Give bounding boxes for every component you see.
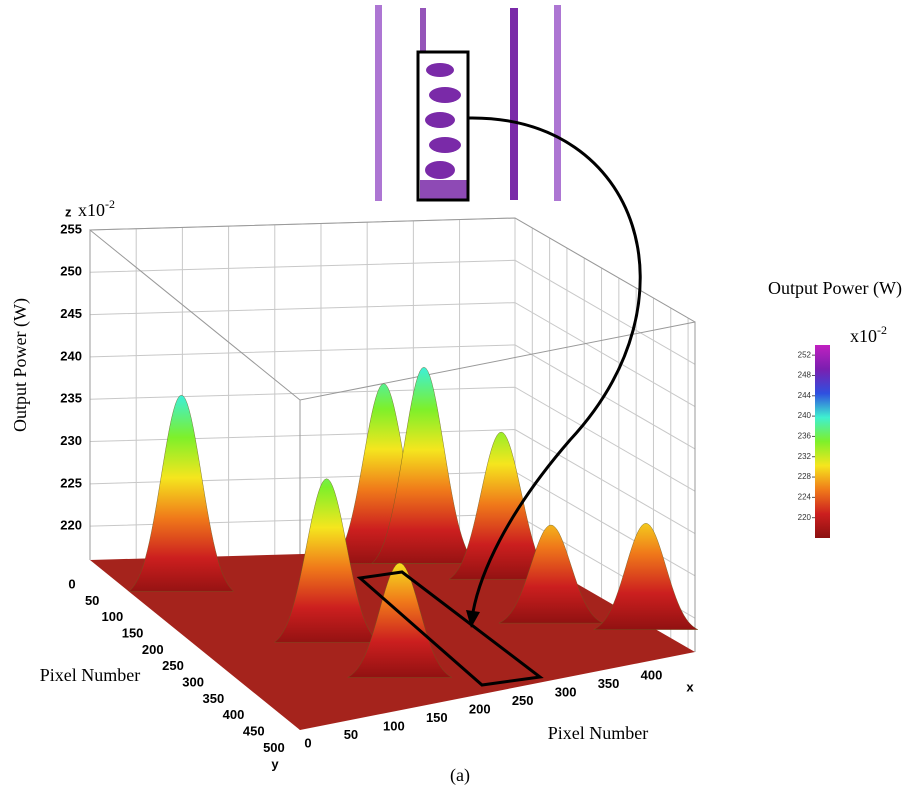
y-tick-label: 0 — [68, 576, 75, 591]
multiplier-base: x10 — [78, 200, 105, 220]
y-tick-label: 200 — [142, 642, 164, 657]
inset-blob — [429, 137, 461, 153]
colorbar-tick-label: 220 — [798, 513, 812, 522]
inset-band — [554, 5, 561, 201]
inset-blob — [425, 161, 455, 179]
colorbar-tick-label: 252 — [798, 350, 812, 359]
inset-blob — [426, 63, 454, 77]
colorbar-title: Output Power (W) — [768, 278, 902, 299]
y-axis-label: Pixel Number — [40, 665, 141, 685]
inset-band — [420, 8, 426, 53]
x-tick-label: 150 — [426, 710, 448, 725]
y-tick-label: 450 — [243, 724, 265, 739]
x-tick-label: 200 — [469, 702, 491, 717]
z-tick-label: 220 — [60, 518, 82, 533]
z-tick-label: 225 — [60, 475, 82, 490]
colorbar-bar — [815, 345, 830, 538]
y-tick-label: 250 — [162, 658, 184, 673]
y-tick-label: 400 — [223, 707, 245, 722]
colorbar-tick-label: 244 — [798, 391, 812, 400]
z-tick-label: 230 — [60, 433, 82, 448]
y-tick-label: 500 — [263, 740, 285, 755]
x-tick-label: 100 — [383, 718, 405, 733]
y-tick-label: 100 — [102, 609, 124, 624]
y-tick-label: 50 — [85, 593, 99, 608]
x-tick-label: 0 — [304, 735, 311, 750]
multiplier-exponent: -2 — [877, 323, 887, 337]
z-tick-label: 245 — [60, 306, 82, 321]
colorbar-tick-label: 236 — [798, 432, 812, 441]
inset-band — [510, 8, 518, 200]
x-tick-label: 250 — [512, 693, 534, 708]
x-axis-label: Pixel Number — [548, 723, 649, 743]
colorbar: 220 224 228 232 236 240 244 248 252 — [798, 345, 830, 538]
caption: (a) — [450, 765, 470, 786]
z-tick-label: 250 — [60, 264, 82, 279]
surface-peak — [594, 523, 698, 629]
z-multiplier: x10-2 — [78, 197, 115, 220]
multiplier-exponent: -2 — [105, 197, 115, 211]
x-tick-label: 350 — [598, 676, 620, 691]
y-tick-label: 150 — [122, 625, 144, 640]
multiplier-base: x10 — [850, 326, 877, 346]
inset-band — [375, 5, 382, 201]
surface-peak — [129, 395, 233, 591]
y-tick-label: 300 — [182, 675, 204, 690]
z-tick-label: 255 — [60, 221, 82, 236]
colorbar-tick-label: 224 — [798, 492, 812, 501]
colorbar-tick-label: 228 — [798, 472, 812, 481]
z-axis-label: Output Power (W) — [10, 298, 31, 432]
z-tick-label: 240 — [60, 348, 82, 363]
x-tick-label: 50 — [344, 727, 358, 742]
x-tick-label: 300 — [555, 685, 577, 700]
inset-blob — [429, 87, 461, 103]
inset-image — [375, 5, 561, 201]
x-tick-label: 400 — [641, 668, 663, 683]
figure: 2202252302352402452502550501001502002503… — [0, 0, 917, 791]
inset-blob — [425, 112, 455, 128]
y-name: y — [271, 756, 279, 771]
colorbar-tick-label: 240 — [798, 411, 812, 420]
z-tick-label: 235 — [60, 391, 82, 406]
z-name: z — [65, 204, 72, 219]
colorbar-tick-label: 232 — [798, 452, 812, 461]
y-tick-label: 350 — [202, 691, 224, 706]
x-name: x — [686, 679, 694, 694]
inset-blob — [420, 180, 468, 200]
colorbar-multiplier: x10-2 — [850, 323, 887, 346]
colorbar-tick-label: 248 — [798, 371, 812, 380]
